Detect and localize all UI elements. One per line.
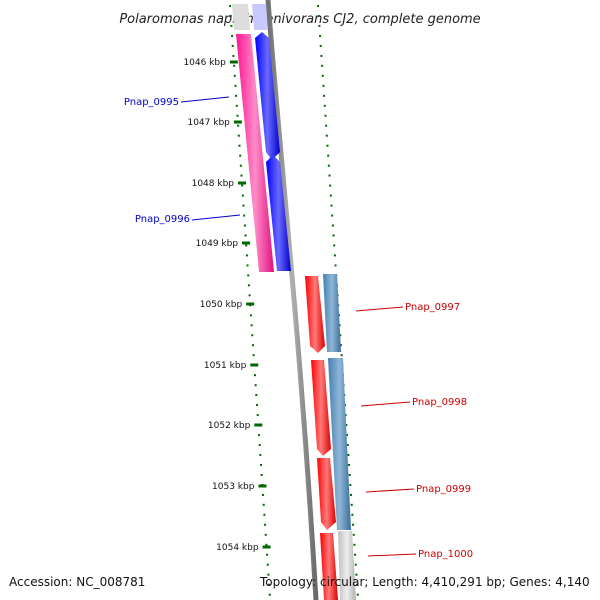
gene-labels: Pnap_0995 Pnap_0996 Pnap_0997 Pnap_0998 Pnap… [124, 96, 473, 560]
tick-label: 1052 kbp [208, 421, 251, 431]
tick-label: 1053 kbp [212, 482, 255, 492]
gene-label-pnap-0999[interactable]: Pnap_0999 [416, 484, 471, 495]
tick-label: 1054 kbp [216, 543, 259, 553]
tick-label: 1047 kbp [187, 118, 230, 128]
genome-backbone [265, 0, 319, 600]
gene-label-pnap-0997[interactable]: Pnap_0997 [405, 302, 460, 313]
map-title: Polaromonas naphthalenivorans CJ2, compl… [119, 12, 480, 27]
gene-pnap-0998-arrow[interactable] [311, 360, 331, 456]
topology-text: Topology: circular; Length: 4,410,291 bp… [260, 575, 590, 589]
faded-feature-top [232, 4, 250, 30]
gene-label-pnap-0996[interactable]: Pnap_0996 [135, 214, 190, 225]
grey-track-feature [338, 531, 356, 600]
gene-leader-line [367, 553, 417, 557]
gene-leader-line [355, 306, 404, 312]
faded-blue-top [252, 4, 268, 30]
gene-pnap-0996-arrow[interactable] [266, 155, 291, 271]
tick-label: 1051 kbp [204, 361, 247, 371]
accession-text: Accession: NC_008781 [9, 575, 146, 589]
gene-leader-line [180, 96, 230, 103]
gene-pnap-0997-arrow[interactable] [305, 276, 325, 353]
gene-pnap-0995-arrow[interactable] [255, 32, 280, 160]
steelblue-track-feature-2 [328, 358, 351, 530]
gene-leader-line [360, 401, 411, 407]
gene-label-pnap-0995[interactable]: Pnap_0995 [124, 97, 179, 108]
tick-label: 1049 kbp [196, 239, 239, 249]
gene-leader-line [191, 214, 241, 221]
tick-label: 1048 kbp [192, 179, 235, 189]
gene-pnap-1000-arrow[interactable] [320, 533, 338, 600]
gene-pnap-0999-arrow[interactable] [317, 458, 336, 530]
tick-label: 1046 kbp [183, 58, 226, 68]
gene-leader-line [365, 488, 415, 493]
gene-label-pnap-1000[interactable]: Pnap_1000 [418, 549, 473, 560]
magenta-track-feature [236, 34, 274, 272]
tick-label: 1050 kbp [200, 300, 243, 310]
kbp-ticks: 1046 kbp 1047 kbp 1048 kbp 1049 kbp 1050 kbp… [183, 58, 271, 553]
steelblue-track-feature-1 [323, 274, 341, 352]
gene-label-pnap-0998[interactable]: Pnap_0998 [412, 397, 467, 408]
